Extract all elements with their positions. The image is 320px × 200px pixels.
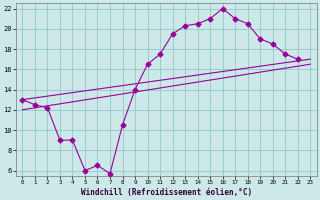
X-axis label: Windchill (Refroidissement éolien,°C): Windchill (Refroidissement éolien,°C) bbox=[81, 188, 252, 197]
